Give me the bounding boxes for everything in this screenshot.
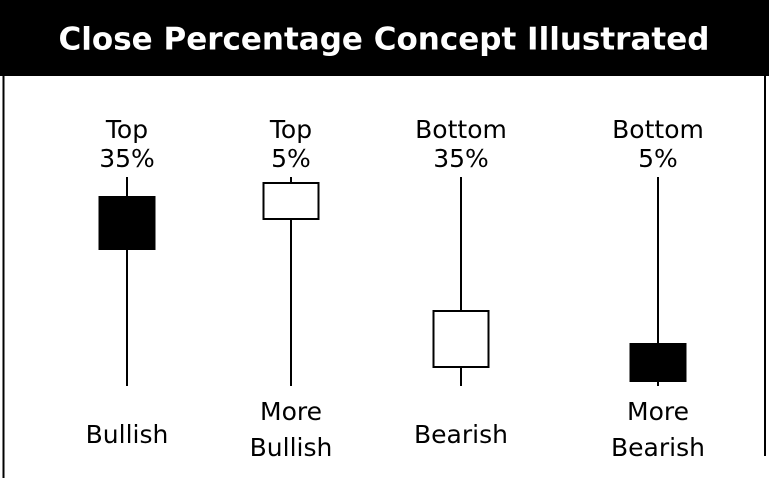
bottom-label: More: [260, 397, 322, 426]
candle-body: [432, 310, 490, 368]
bottom-label: More: [627, 397, 689, 426]
top-label: 35%: [99, 144, 155, 173]
candles: Top35%BullishTop5%MoreBullishBottom35%Be…: [86, 115, 705, 462]
candle-body: [98, 196, 156, 250]
bottom-label: Bullish: [250, 433, 333, 462]
bottom-label: Bearish: [414, 420, 508, 449]
title: Close Percentage Concept Illustrated: [59, 22, 710, 58]
top-label: Bottom: [415, 115, 507, 144]
top-label: 5%: [271, 144, 311, 173]
top-label: 35%: [433, 144, 489, 173]
bottom-label: Bullish: [86, 420, 169, 449]
candle-body: [262, 182, 320, 220]
candle-body: [629, 343, 687, 382]
bottom-label: Bearish: [611, 433, 705, 462]
top-label: Top: [105, 115, 148, 144]
top-label: Top: [269, 115, 312, 144]
title-bar: [0, 0, 769, 76]
top-label: 5%: [638, 144, 678, 173]
top-label: Bottom: [612, 115, 704, 144]
